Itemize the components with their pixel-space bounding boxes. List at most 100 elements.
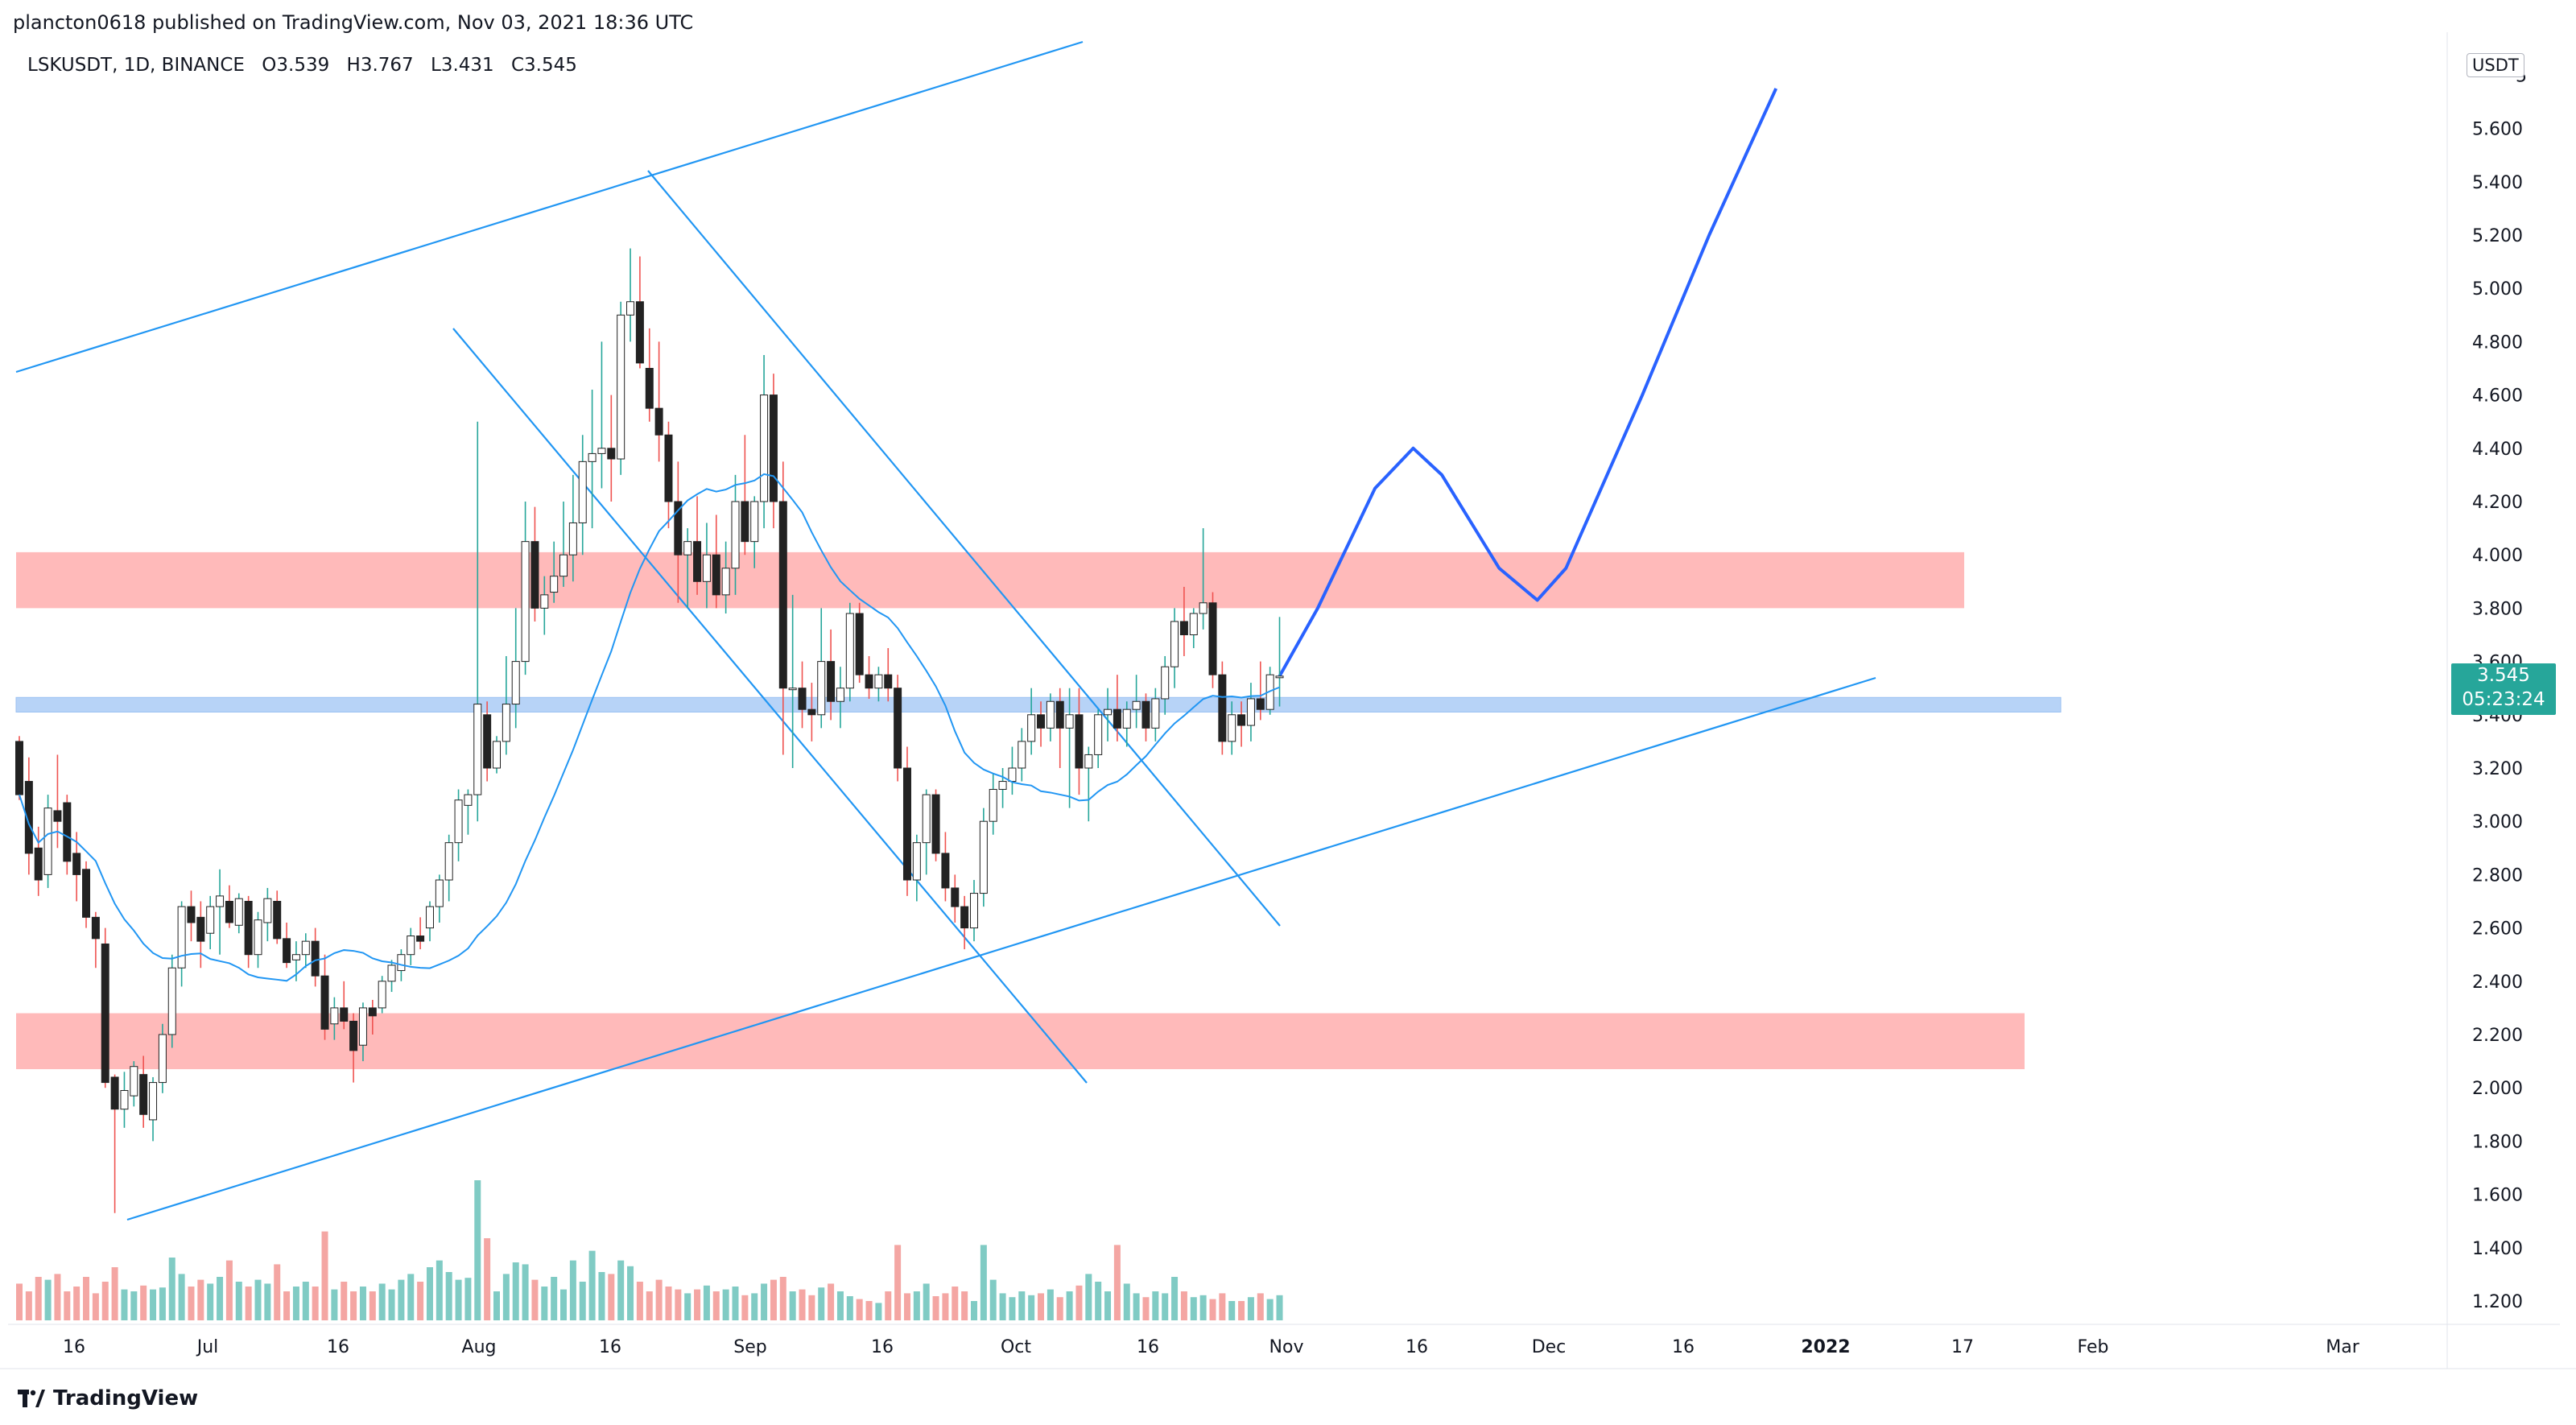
candle-body [1256, 698, 1265, 710]
candle-body [1008, 767, 1017, 783]
candle-body [1055, 700, 1064, 729]
x-tick-label: Oct [1001, 1337, 1031, 1357]
x-tick-label: Mar [2326, 1337, 2359, 1357]
volume-bar [665, 1287, 672, 1320]
volume-bar [292, 1287, 299, 1320]
candle-body [139, 1074, 148, 1115]
candle-body [721, 568, 730, 596]
candle-body [693, 541, 702, 582]
volume-bar [770, 1279, 777, 1320]
candle-body [778, 501, 787, 689]
volume-bar [54, 1274, 61, 1320]
candle-body [941, 853, 950, 889]
volume-bar [1133, 1293, 1140, 1320]
candle-body [120, 1090, 129, 1110]
tradingview-brand: TradingView [53, 1386, 199, 1411]
volume-bar [999, 1293, 1006, 1320]
candle-body [1275, 675, 1284, 679]
candle-body [607, 448, 616, 460]
volume-bar [235, 1282, 242, 1320]
candle-body [1094, 714, 1103, 755]
candle-body [110, 1076, 119, 1110]
volume-bar [588, 1250, 596, 1320]
volume-bar [1190, 1297, 1197, 1320]
candle-body [425, 906, 434, 929]
candle-body [855, 613, 864, 675]
volume-bar [207, 1283, 214, 1320]
volume-bar [932, 1296, 939, 1320]
candle-body [912, 842, 921, 881]
legend-close: C3.545 [510, 55, 577, 76]
x-tick-label: Sep [733, 1337, 766, 1357]
candle-body [1113, 708, 1121, 729]
legend-low: L3.431 [431, 55, 494, 76]
volume-bar [885, 1291, 892, 1320]
candle-body [435, 879, 444, 907]
volume-bar [474, 1180, 481, 1320]
volume-bar [980, 1245, 987, 1320]
bar-countdown: 05:23:24 [2462, 689, 2545, 710]
descending-upper-line [647, 170, 1281, 927]
volume-bar [369, 1291, 376, 1320]
volume-bar [341, 1282, 348, 1320]
volume-bar [264, 1283, 271, 1320]
candle-body [931, 794, 940, 854]
currency-unit-button[interactable]: USDT [2467, 53, 2524, 77]
candle-body [550, 576, 559, 593]
candle-body [368, 1007, 377, 1017]
candle-body [1189, 613, 1198, 636]
symbol-title[interactable]: LSKUSDT, 1D, BINANCE [27, 55, 245, 76]
candle-body [130, 1066, 138, 1097]
candle-body [311, 940, 320, 977]
tradingview-logo[interactable]: TradingView [18, 1386, 198, 1411]
candle-body [320, 975, 329, 1030]
x-tick-label: 16 [871, 1337, 894, 1357]
candle-body [158, 1034, 167, 1084]
volume-bar [407, 1274, 415, 1320]
x-tick-label: 16 [327, 1337, 349, 1357]
volume-bar [92, 1293, 99, 1320]
volume-bar [73, 1287, 80, 1320]
candle-body [664, 434, 673, 502]
volume-bar [388, 1289, 395, 1320]
volume-bar [1066, 1291, 1073, 1320]
volume-bar [436, 1260, 443, 1320]
candle-body [63, 802, 72, 862]
y-tick-label: 3.800 [2472, 599, 2523, 619]
volume-bar [197, 1279, 204, 1320]
candle-body [979, 820, 988, 894]
candle-body [91, 916, 100, 940]
candle-body [769, 394, 778, 502]
volume-bar [1162, 1293, 1169, 1320]
candle-body [1141, 700, 1150, 729]
legend-open: O3.539 [262, 55, 330, 76]
candle-body [43, 808, 52, 875]
volume-bar [188, 1287, 195, 1320]
candle-body [1122, 708, 1131, 729]
volume-bar [512, 1262, 519, 1320]
volume-bar [694, 1289, 701, 1320]
volume-bar [1075, 1285, 1083, 1320]
y-tick-label: 2.000 [2472, 1079, 2523, 1099]
candle-body [540, 594, 549, 609]
volume-bar [217, 1277, 224, 1320]
y-tick-label: 5.200 [2472, 226, 2523, 246]
candle-body [378, 981, 386, 1009]
volume-bar [732, 1287, 739, 1320]
y-tick-label: 2.400 [2472, 973, 2523, 993]
candle-body [845, 613, 854, 689]
volume-bar [608, 1274, 615, 1320]
volume-bar [25, 1291, 32, 1320]
volume-bar [1056, 1297, 1063, 1320]
volume-bar [1038, 1293, 1045, 1320]
x-tick-label: Feb [2078, 1337, 2109, 1357]
volume-bar [140, 1285, 147, 1320]
volume-bar [989, 1279, 997, 1320]
candle-body [741, 501, 749, 543]
candle-body [187, 906, 196, 923]
sma-line [19, 473, 1280, 982]
candle-body [273, 901, 282, 940]
candle-body [702, 554, 711, 582]
volume-bar [789, 1291, 796, 1320]
